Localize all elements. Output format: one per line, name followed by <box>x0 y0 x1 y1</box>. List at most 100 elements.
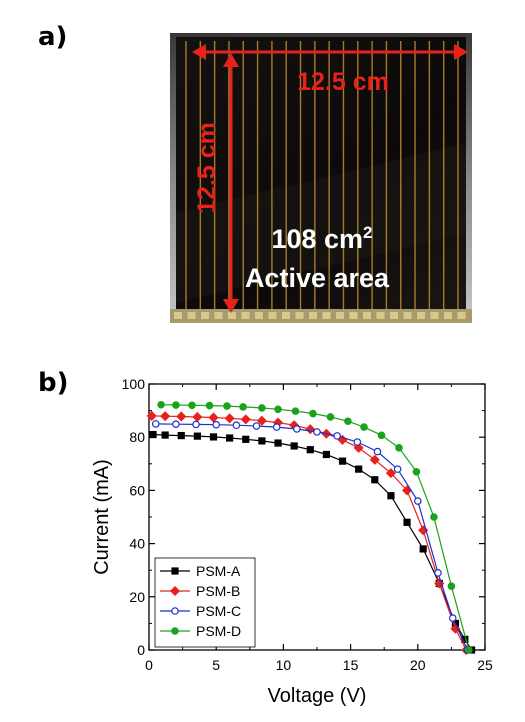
data-point <box>239 403 247 411</box>
contact-pad <box>201 312 209 319</box>
axis-ticks: 0 5 10 15 20 25 0 20 40 60 80 100 <box>122 376 493 673</box>
width-label: 12.5 cm <box>297 68 389 96</box>
legend-label: PSM-B <box>196 583 240 599</box>
legend-item-psm-c: PSM-C <box>160 603 241 619</box>
data-point <box>290 442 298 450</box>
data-point <box>333 432 341 440</box>
x-tick-label: 25 <box>477 657 493 673</box>
height-arrow <box>223 53 239 313</box>
series-layer <box>146 400 476 656</box>
data-point <box>309 409 317 418</box>
contact-pad <box>336 312 344 319</box>
data-point <box>188 401 196 410</box>
data-point <box>338 457 347 465</box>
contact-pad <box>322 312 331 319</box>
data-point <box>385 468 396 479</box>
contact-pad <box>214 312 223 319</box>
data-point <box>240 414 251 425</box>
legend-marker <box>171 607 179 615</box>
data-point <box>322 450 331 459</box>
data-point <box>413 497 422 505</box>
data-point <box>369 454 380 465</box>
data-point <box>223 402 231 410</box>
data-point <box>176 411 187 422</box>
data-point <box>192 411 203 423</box>
data-point <box>419 545 427 553</box>
contact-pad <box>174 312 182 319</box>
data-point <box>160 411 171 422</box>
data-point <box>192 420 200 429</box>
data-point <box>149 430 157 439</box>
data-point <box>146 410 157 421</box>
data-point <box>224 413 235 424</box>
data-point <box>448 614 457 622</box>
area-value: 108 cm2 <box>271 223 372 254</box>
panel-label-a: a) <box>38 22 68 52</box>
contact-pad <box>390 312 398 319</box>
legend-label: PSM-A <box>196 563 241 579</box>
x-tick-label: 20 <box>410 657 426 673</box>
y-tick-label: 100 <box>122 376 146 392</box>
y-tick-label: 60 <box>129 482 145 498</box>
data-point <box>371 476 379 484</box>
legend-item-psm-d: PSM-D <box>160 623 241 639</box>
y-tick-label: 80 <box>129 429 145 445</box>
contact-pad <box>444 312 452 319</box>
legend-label: PSM-D <box>196 623 241 639</box>
legend-item-psm-a: PSM-A <box>160 563 241 579</box>
data-point <box>252 422 261 430</box>
contact-pad <box>268 312 277 319</box>
contact-pad <box>457 312 466 319</box>
data-point <box>393 465 402 473</box>
module-cell-stripes <box>185 41 459 309</box>
data-point <box>377 431 386 440</box>
contact-pad <box>309 312 317 319</box>
data-point <box>465 646 473 654</box>
legend-marker <box>171 627 179 635</box>
data-point <box>208 412 219 423</box>
contact-pad <box>255 312 263 319</box>
x-axis-label: Voltage (V) <box>268 685 367 707</box>
data-point <box>355 465 363 473</box>
data-point <box>353 442 364 453</box>
data-point <box>212 420 221 429</box>
data-point <box>326 413 335 421</box>
data-point <box>151 420 160 428</box>
contact-pad <box>349 312 358 319</box>
data-point <box>450 623 461 634</box>
data-point <box>242 435 250 443</box>
data-point <box>209 433 218 441</box>
data-point <box>177 432 185 440</box>
data-point <box>274 439 282 447</box>
data-point <box>161 431 169 439</box>
contact-pad <box>403 312 412 319</box>
data-point <box>313 428 321 436</box>
contact-pad <box>228 312 236 319</box>
legend-marker <box>171 567 179 575</box>
data-point <box>412 467 421 476</box>
contact-pad <box>187 312 196 319</box>
legend-marker <box>169 585 181 597</box>
data-point <box>360 423 368 431</box>
legend: PSM-A PSM-B PSM-C PSM-D <box>154 557 256 648</box>
x-tick-label: 15 <box>343 657 359 673</box>
data-point <box>291 407 300 415</box>
data-point <box>226 434 234 442</box>
contact-pad <box>376 312 385 319</box>
contact-pad <box>282 312 290 319</box>
data-point <box>387 492 395 500</box>
y-tick-label: 20 <box>129 589 145 605</box>
x-tick-label: 5 <box>212 657 220 673</box>
data-point <box>434 569 442 577</box>
data-point <box>157 400 165 409</box>
data-point <box>395 444 403 452</box>
contact-pad <box>241 312 250 319</box>
data-point <box>172 420 180 428</box>
module-contact-pads <box>174 312 466 319</box>
y-axis-label: Current (mA) <box>91 459 113 575</box>
y-tick-label: 40 <box>129 536 145 552</box>
data-point <box>172 401 180 409</box>
area-caption: Active area <box>245 263 390 293</box>
data-point <box>256 415 267 426</box>
data-point <box>373 447 382 456</box>
